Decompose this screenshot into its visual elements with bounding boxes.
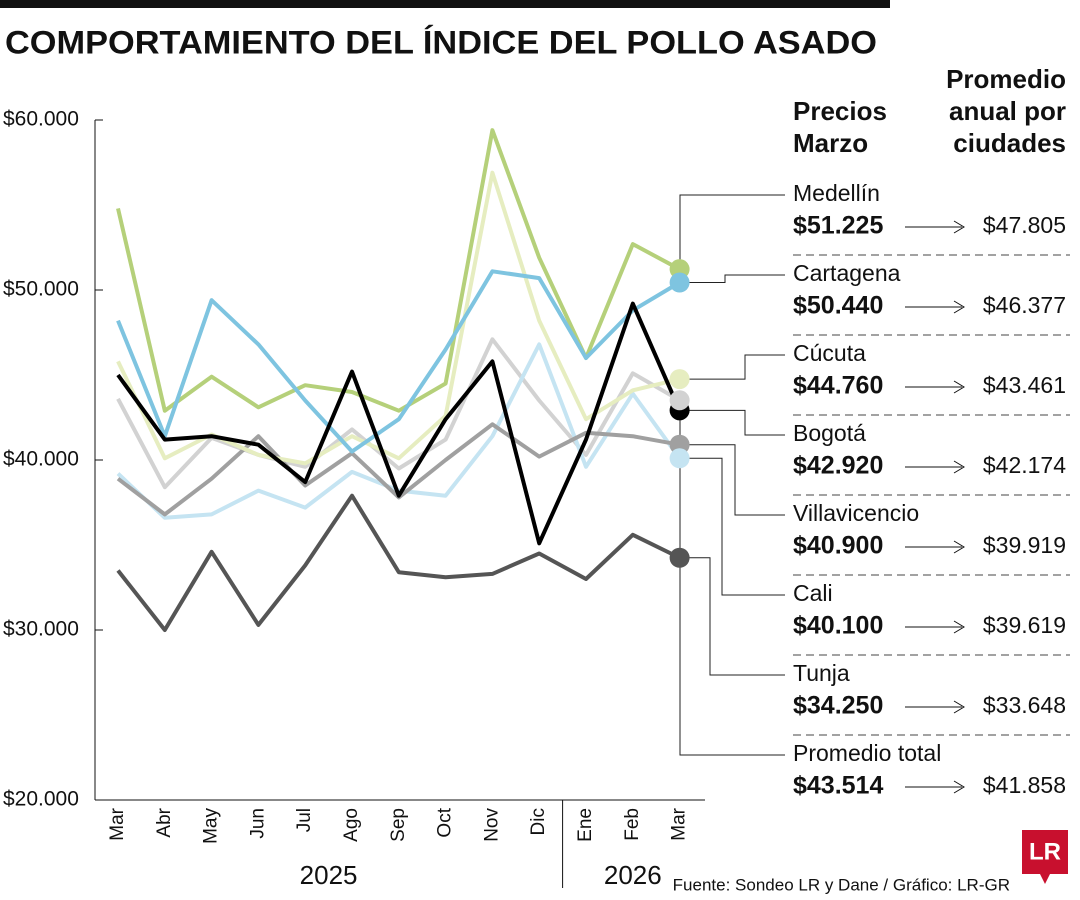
arrow-head [953,220,965,234]
connector [679,444,785,516]
series-name: Villavicencio [793,500,919,526]
series-name: Bogotá [793,420,866,446]
series-line [116,128,681,413]
x-tick-label: Ene [575,808,596,842]
series-name: Cúcuta [793,340,866,366]
series-name: Tunja [793,660,850,686]
y-tick-label: $40.000 [3,448,79,471]
chart-title: COMPORTAMIENTO DEL ÍNDICE DEL POLLO ASAD… [5,24,877,60]
end-dot [669,272,690,293]
header-average: Promedio [946,64,1066,94]
year-label: 2025 [300,860,358,890]
arrow-head [953,300,965,314]
x-tick-label: Sep [388,808,409,842]
x-tick-label: Dic [528,808,549,835]
price-label: $50.440 [793,292,883,320]
x-tick-label: Feb [622,808,643,841]
series-name: Medellín [793,180,880,206]
connector [679,557,785,676]
annual-average: $39.919 [983,532,1066,558]
price-label: $44.760 [793,372,883,400]
end-dot [669,448,690,469]
x-tick-label: May [201,808,222,844]
end-dot [669,547,690,568]
x-tick-label: Ago [341,808,362,842]
header-average: anual por [949,96,1066,126]
price-label: $34.250 [793,692,883,720]
header-average: ciudades [953,128,1066,158]
annual-average: $47.805 [983,212,1066,238]
arrow-head [953,780,965,794]
connector [679,399,785,756]
series-name: Promedio total [793,740,941,766]
arrow-head [953,380,965,394]
series-line [116,493,681,632]
x-tick-label: Jun [247,808,268,839]
series-line [116,269,681,454]
logo: LR [1029,838,1061,865]
connector [679,354,785,380]
price-label: $40.100 [793,612,883,640]
x-tick-label: Mar [669,807,690,840]
x-tick-label: Jul [294,808,315,832]
end-dot [669,369,690,390]
series-name: Cartagena [793,260,901,286]
series-line [116,301,682,546]
annual-average: $43.461 [983,372,1066,398]
price-label: $43.514 [793,772,883,800]
arrow-head [953,460,965,474]
header-prices: Precios [793,96,887,126]
y-tick-label: $20.000 [3,788,79,811]
annual-average: $33.648 [983,692,1066,718]
annual-average: $42.174 [983,452,1066,478]
end-dot [669,390,690,411]
arrow-head [953,540,965,554]
y-tick-label: $30.000 [3,618,79,641]
annual-average: $46.377 [983,292,1066,318]
connector [679,194,785,270]
top-bar [0,0,890,8]
price-label: $51.225 [793,212,883,240]
arrow-head [953,700,965,714]
price-label: $40.900 [793,532,883,560]
y-tick-label: $60.000 [3,108,79,131]
connector [679,274,785,284]
year-label: 2026 [604,860,662,890]
y-tick-label: $50.000 [3,278,79,301]
annual-average: $41.858 [983,772,1066,798]
source: Fuente: Sondeo LR y Dane / Gráfico: LR-G… [673,875,1010,894]
arrow-head [953,620,965,634]
series-name: Cali [793,580,833,606]
header-prices: Marzo [793,128,868,158]
annual-average: $39.619 [983,612,1066,638]
connector [679,457,785,596]
logo-tail [1040,874,1050,884]
connector [679,409,785,436]
x-tick-label: Oct [435,807,456,837]
x-tick-label: Nov [481,808,502,842]
logo-box [1022,830,1068,874]
x-tick-label: Abr [154,807,175,837]
price-label: $42.920 [793,452,883,480]
x-tick-label: Mar [107,807,128,840]
